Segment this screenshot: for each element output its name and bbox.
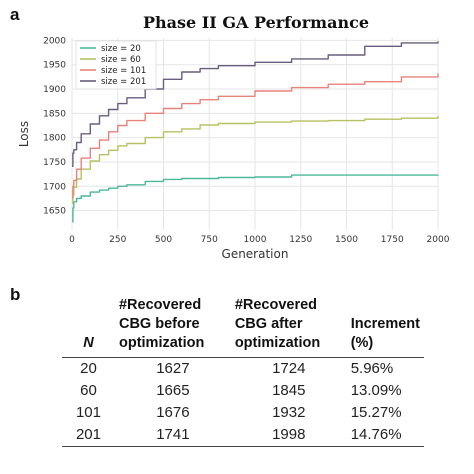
x-tick-label: 2000 [427, 235, 450, 245]
table-row: 201 1741 1998 14.76% [62, 424, 424, 447]
cell-increment: 13.09% [350, 382, 402, 399]
y-tick-label: 1900 [43, 85, 66, 95]
legend-label: size = 60 [101, 55, 141, 65]
panel-a-label: a [10, 5, 20, 24]
y-tick-label: 1700 [43, 182, 66, 192]
cell-before: 1741 [114, 424, 231, 447]
results-table: N #Recovered CBG before optimization #Re… [62, 296, 424, 447]
cell-before: 1665 [156, 382, 190, 399]
cell-before: 1676 [156, 404, 190, 421]
header-increment: Increment (%) [346, 296, 424, 358]
x-tick-label: 250 [109, 235, 126, 245]
panel-b-label: b [10, 285, 21, 304]
y-axis-label: Loss [17, 121, 31, 147]
cell-increment: 15.27% [350, 404, 402, 421]
x-tick-label: 750 [201, 235, 218, 245]
table-header-row: N #Recovered CBG before optimization #Re… [62, 296, 424, 358]
header-after: #Recovered CBG after optimization [230, 296, 347, 358]
cell-after: 1998 [230, 424, 347, 447]
series-line [72, 73, 439, 199]
cell-n: 201 [62, 424, 115, 447]
x-tick-label: 1500 [335, 235, 358, 245]
header-before: #Recovered CBG before optimization [114, 296, 231, 358]
cell-increment: 14.76% [346, 424, 424, 447]
cell-before: 1627 [156, 360, 190, 377]
cell-after: 1932 [272, 404, 306, 421]
x-tick-label: 0 [69, 235, 75, 245]
legend-label: size = 101 [101, 66, 146, 76]
y-tick-label: 1800 [43, 134, 66, 144]
y-tick-label: 1850 [43, 109, 66, 119]
y-tick-label: 1750 [43, 158, 66, 168]
axis-layer: 1650 1700 1750 1800 1850 1900 1950 2000 0 250 500 7… [43, 36, 450, 245]
x-tick-label: 1250 [289, 235, 312, 245]
legend-label: size = 20 [101, 44, 141, 54]
x-axis-label: Generation [222, 247, 289, 261]
cell-after: 1724 [272, 360, 306, 377]
x-tick-label: 1000 [244, 235, 267, 245]
table-row: 20 1627 1724 5.96% [62, 358, 424, 381]
table-row: 60 1665 1845 13.09% [62, 380, 424, 402]
cell-after: 1845 [272, 382, 306, 399]
y-tick-label: 2000 [43, 36, 66, 46]
legend-box [75, 40, 157, 90]
cell-n: 20 [80, 360, 97, 377]
x-tick-label: 500 [155, 235, 172, 245]
header-n: N [62, 296, 115, 358]
cell-n: 60 [80, 382, 97, 399]
table-row: 101 1676 1932 15.27% [62, 402, 424, 424]
y-tick-label: 1650 [43, 207, 66, 217]
chart-title: Phase II GA Performance [143, 13, 369, 32]
legend-label: size = 201 [101, 77, 146, 87]
ga-performance-chart: Phase II GA Performance 1650 1700 1750 1800… [17, 13, 450, 261]
x-tick-label: 1750 [381, 235, 404, 245]
cell-n: 101 [75, 404, 101, 421]
cell-increment: 5.96% [350, 360, 394, 377]
results-table-container: N #Recovered CBG before optimization #Re… [62, 296, 424, 447]
series-line [72, 174, 439, 223]
y-tick-label: 1950 [43, 61, 66, 71]
series-line [72, 115, 439, 204]
